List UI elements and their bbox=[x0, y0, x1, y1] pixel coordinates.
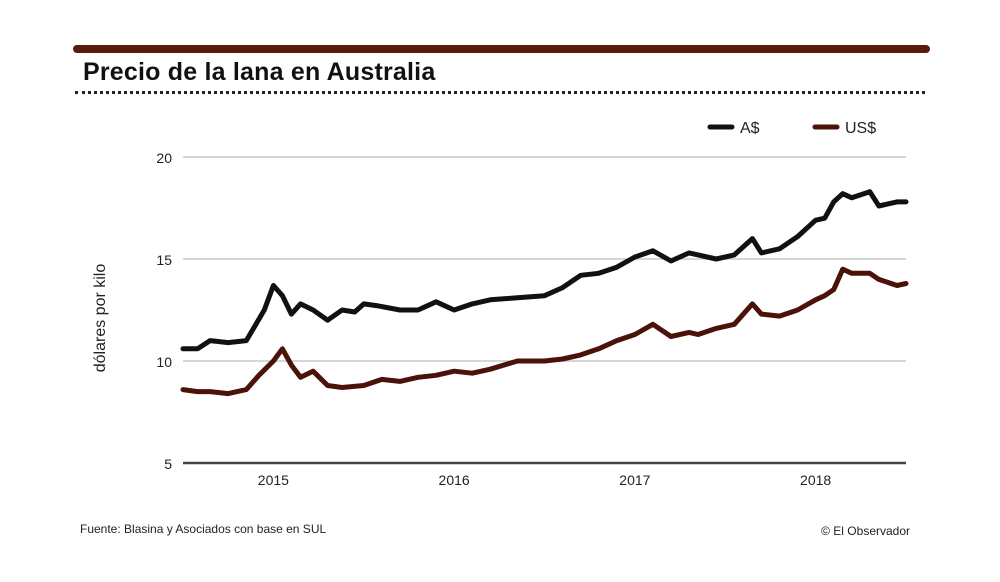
legend: A$ US$ bbox=[707, 120, 876, 137]
title-divider bbox=[75, 91, 925, 94]
x-axis-ticks: 2015 2016 2017 2018 bbox=[258, 472, 832, 488]
footer-credit: © El Observador bbox=[821, 524, 910, 538]
series bbox=[180, 189, 909, 397]
x-tick-label-2016: 2016 bbox=[439, 472, 470, 488]
x-tick-label-2017: 2017 bbox=[619, 472, 650, 488]
y-tick-label-15: 15 bbox=[156, 252, 172, 268]
y-tick-label-20: 20 bbox=[156, 150, 172, 166]
top-rule bbox=[73, 45, 930, 53]
x-tick-label-2018: 2018 bbox=[800, 472, 831, 488]
series-line-aud bbox=[180, 189, 909, 352]
y-axis-ticks: 5 10 15 20 bbox=[156, 150, 172, 472]
x-tick-label-2015: 2015 bbox=[258, 472, 289, 488]
legend-label-aud: A$ bbox=[740, 120, 760, 137]
chart-title: Precio de la lana en Australia bbox=[83, 58, 436, 86]
legend-label-usd: US$ bbox=[845, 120, 876, 137]
footer-source: Fuente: Blasina y Asociados con base en … bbox=[80, 522, 327, 536]
y-tick-label-10: 10 bbox=[156, 354, 172, 370]
y-axis-label: dólares por kilo bbox=[92, 264, 109, 373]
series-line-usd bbox=[180, 266, 909, 397]
y-tick-label-5: 5 bbox=[164, 456, 172, 472]
